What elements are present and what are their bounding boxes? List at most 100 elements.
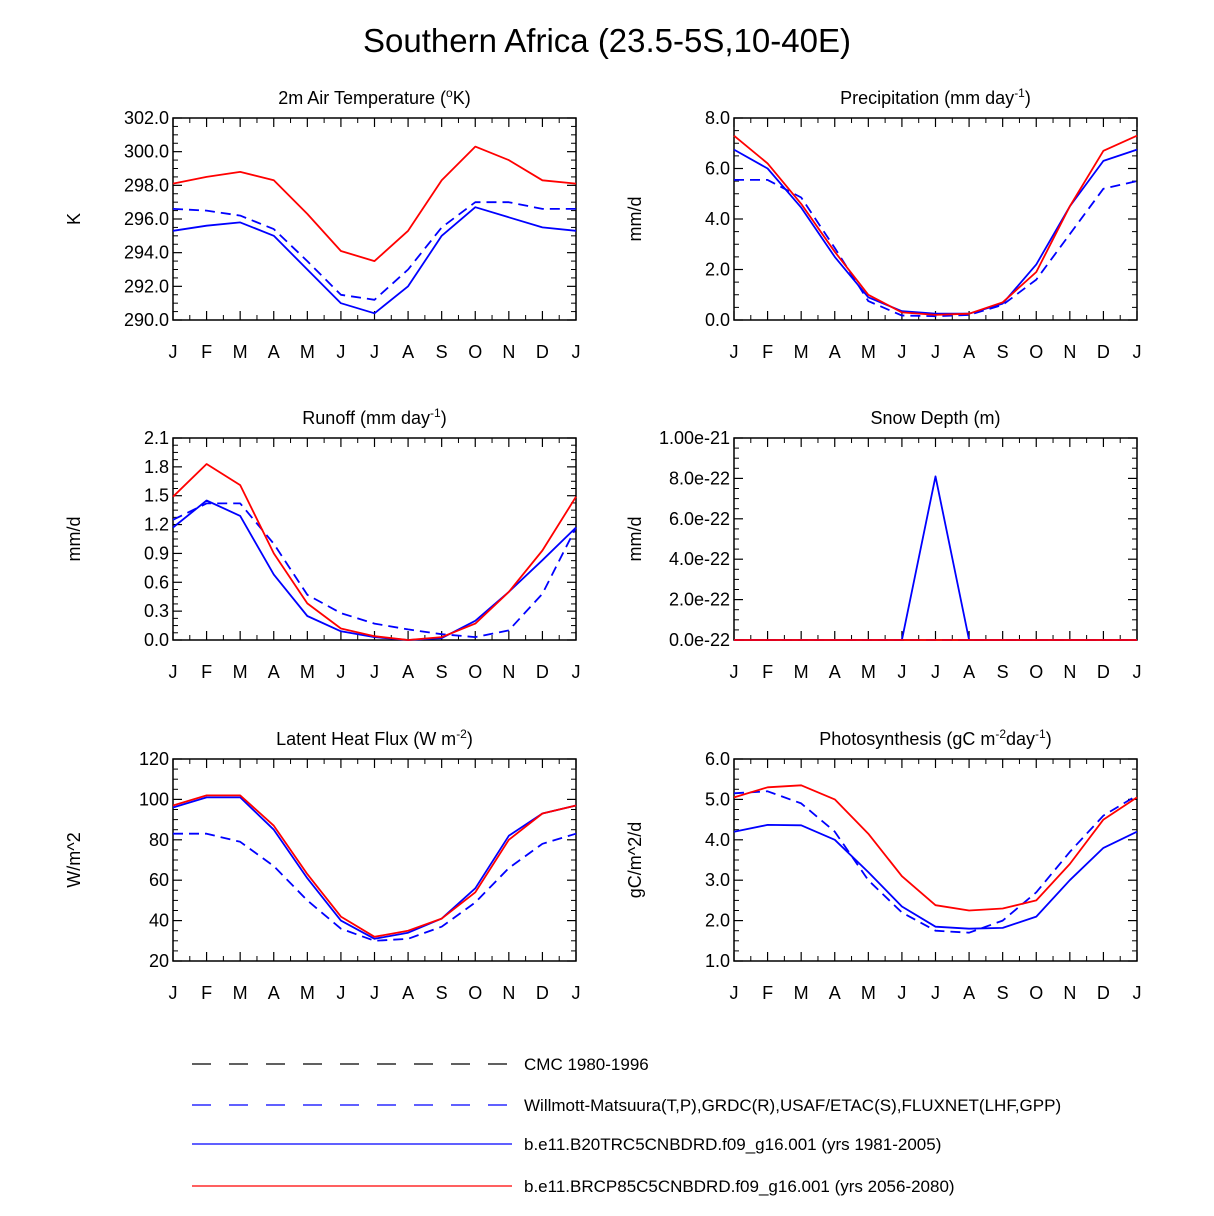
y-tick-label: 0.0e-22 [669,630,730,650]
chart-panel-4: Snow Depth (m)J F M A M J J A S O N D J0.0e-222.0e-2… [625,408,1142,682]
x-tick-label: O [468,662,482,682]
x-tick-label: J [730,342,739,362]
x-tick-label: F [762,662,773,682]
panel-title: Snow Depth (m) [870,408,1000,428]
x-tick-label: M [794,662,809,682]
y-tick-label: 290.0 [124,310,169,330]
x-tick-label: M [233,342,248,362]
chart-panel-1: 2m Air Temperature (oK)J F M A M J J A S O N D J290.… [64,86,581,362]
y-axis-label: gC/m^2/d [625,822,645,898]
x-tick-label: A [963,983,975,1003]
x-tick-label: A [268,342,280,362]
series-line [172,206,577,315]
x-tick-label: J [336,342,345,362]
x-tick-label: A [829,662,841,682]
x-tick-label: A [963,662,975,682]
x-tick-label: M [300,662,315,682]
x-tick-label: J [169,662,178,682]
x-tick-label: J [1133,983,1142,1003]
chart-panel-6: Photosynthesis (gC m-2day-1)J F M A M J J A S O N D… [625,727,1142,1003]
series-line [733,790,1138,934]
y-tick-label: 0.0 [705,310,730,330]
x-tick-label: J [370,662,379,682]
y-tick-label: 60 [149,870,169,890]
y-tick-label: 8.0 [705,108,730,128]
y-axis-label: mm/d [64,517,84,562]
x-tick-label: A [402,662,414,682]
x-tick-label: A [402,983,414,1003]
x-tick-label: J [370,983,379,1003]
x-tick-label: J [897,983,906,1003]
y-tick-label: 2.0 [705,911,730,931]
y-tick-label: 1.8 [144,457,169,477]
x-tick-label: J [572,662,581,682]
x-tick-label: O [1029,342,1043,362]
y-tick-label: 120 [139,749,169,769]
chart-panel-5: Latent Heat Flux (W m-2)J F M A M J J A S O N D J204… [64,727,581,1003]
x-tick-label: J [572,342,581,362]
y-tick-label: 2.0e-22 [669,590,730,610]
x-tick-label: A [402,342,414,362]
legend-entry: b.e11.BRCP85C5CNBDRD.f09_g16.001 (yrs 20… [192,1177,955,1196]
y-axis-label: K [64,213,84,225]
y-tick-label: 2.1 [144,428,169,448]
y-tick-label: 1.5 [144,486,169,506]
legend-label: b.e11.B20TRC5CNBDRD.f09_g16.001 (yrs 198… [524,1135,941,1154]
y-tick-label: 6.0e-22 [669,509,730,529]
legend-entry: b.e11.B20TRC5CNBDRD.f09_g16.001 (yrs 198… [192,1135,941,1154]
x-tick-label: D [536,662,549,682]
x-tick-label: A [963,342,975,362]
series-line [734,178,1138,318]
x-tick-label: F [201,342,212,362]
plot-frame [733,437,1138,641]
y-tick-label: 294.0 [124,243,169,263]
x-tick-label: O [468,983,482,1003]
x-tick-label: O [1029,662,1043,682]
x-tick-label: J [336,983,345,1003]
y-tick-label: 6.0 [705,159,730,179]
x-tick-label: F [762,342,773,362]
x-tick-label: N [1063,342,1076,362]
y-tick-label: 1.2 [144,515,169,535]
x-tick-label: M [233,662,248,682]
x-tick-label: N [1063,983,1076,1003]
legend: CMC 1980-1996 Willmott-Matsuura(T,P),GRDC… [192,1055,1061,1196]
y-tick-label: 2.0 [705,260,730,280]
x-tick-label: J [169,342,178,362]
series-line [733,134,1138,316]
x-tick-label: N [502,342,515,362]
x-tick-label: F [201,983,212,1003]
y-axis-label: mm/d [625,197,645,242]
plot-frame [733,117,1138,321]
x-tick-label: J [931,342,940,362]
series-line [173,832,577,942]
x-tick-label: J [1133,342,1142,362]
y-tick-label: 300.0 [124,142,169,162]
x-tick-label: M [233,983,248,1003]
y-tick-label: 4.0e-22 [669,549,730,569]
x-tick-label: M [794,342,809,362]
x-tick-label: J [336,662,345,682]
x-tick-label: M [861,662,876,682]
x-tick-label: J [730,662,739,682]
series-line [172,794,577,938]
y-tick-label: 1.0 [705,951,730,971]
legend-label: Willmott-Matsuura(T,P),GRDC(R),USAF/ETAC… [524,1096,1061,1115]
y-tick-label: 100 [139,789,169,809]
y-tick-label: 302.0 [124,108,169,128]
x-tick-label: S [997,983,1009,1003]
plot-frame [172,437,577,641]
x-tick-label: S [436,662,448,682]
series-line [172,201,576,301]
series-line [733,148,1138,315]
x-tick-label: J [370,342,379,362]
x-tick-label: J [931,662,940,682]
y-tick-label: 20 [149,951,169,971]
x-tick-label: M [861,342,876,362]
y-tick-label: 292.0 [124,276,169,296]
x-tick-label: O [468,342,482,362]
x-tick-label: J [897,342,906,362]
plot-frame [172,758,577,962]
x-tick-label: A [829,983,841,1003]
y-tick-label: 4.0 [705,209,730,229]
